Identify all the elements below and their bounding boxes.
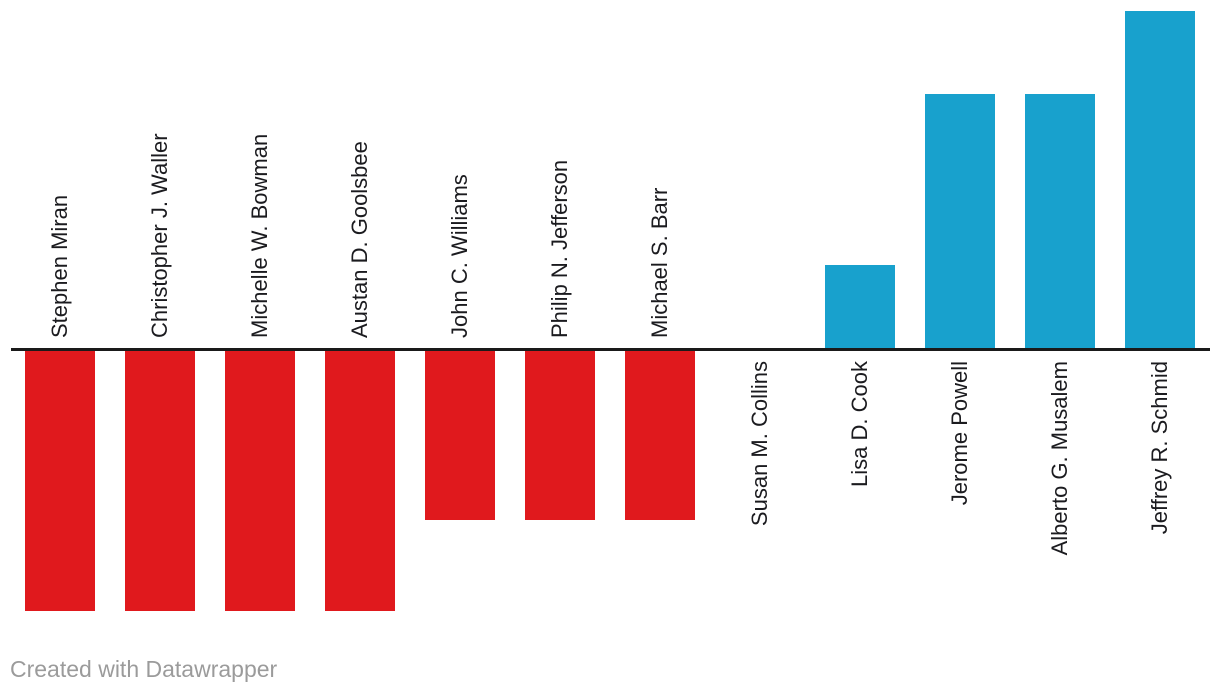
bar[interactable] <box>925 94 995 348</box>
bar[interactable] <box>825 265 895 348</box>
datawrapper-credit-link[interactable]: Created with Datawrapper <box>10 656 278 682</box>
bar[interactable] <box>625 350 695 520</box>
bar[interactable] <box>25 350 95 611</box>
bar[interactable] <box>225 350 295 611</box>
bar[interactable] <box>1125 11 1195 348</box>
bar[interactable] <box>325 350 395 611</box>
bar[interactable] <box>525 350 595 520</box>
bar[interactable] <box>1025 94 1095 348</box>
zero-baseline-axis <box>11 348 1210 351</box>
bar[interactable] <box>425 350 495 520</box>
bar[interactable] <box>125 350 195 611</box>
